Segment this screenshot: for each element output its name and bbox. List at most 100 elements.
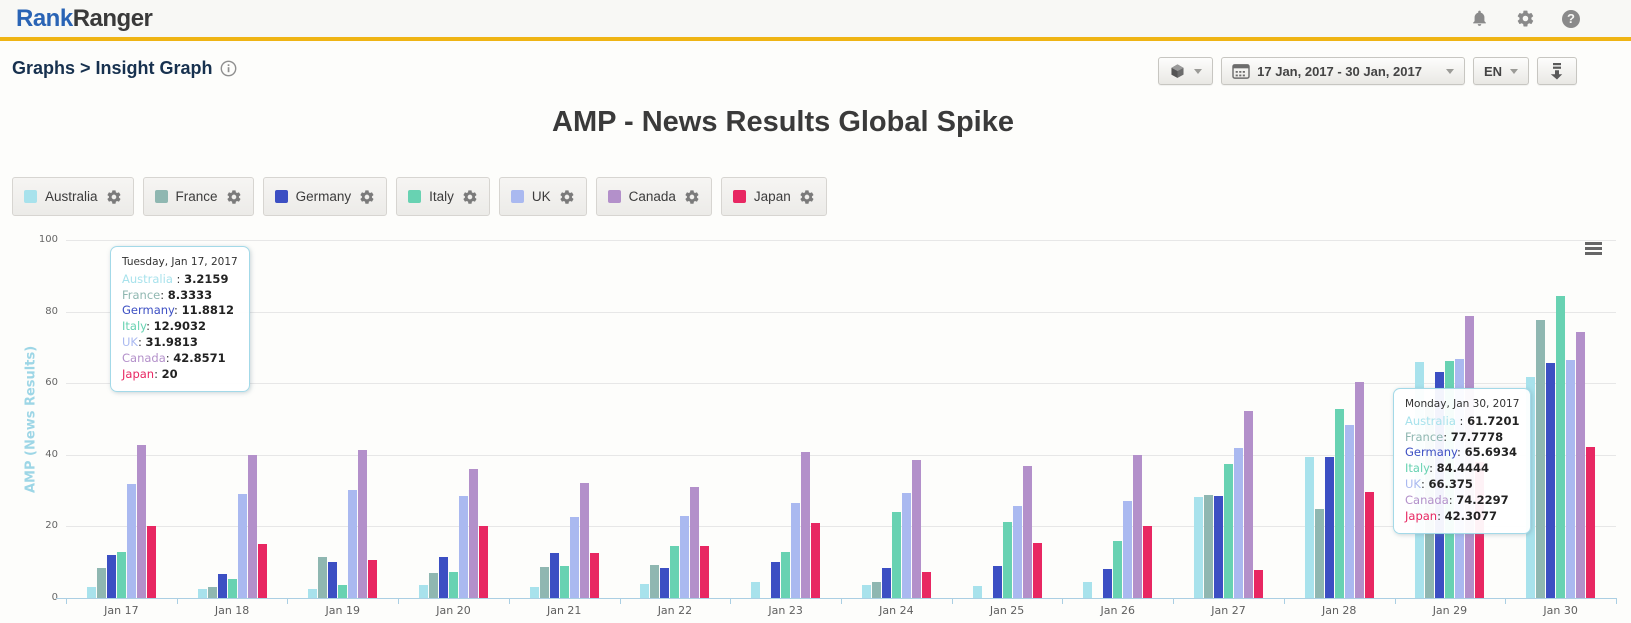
legend-item-japan[interactable]: Japan xyxy=(720,177,827,216)
legend-item-italy[interactable]: Italy xyxy=(396,177,490,216)
legend-item-germany[interactable]: Germany xyxy=(262,177,388,216)
bar-australia[interactable] xyxy=(1194,497,1203,598)
bar-uk[interactable] xyxy=(348,489,358,598)
bar-canada[interactable] xyxy=(358,450,368,598)
bar-italy[interactable] xyxy=(338,585,348,598)
breadcrumb[interactable]: Graphs > Insight Graph xyxy=(12,58,237,79)
bar-japan[interactable] xyxy=(479,526,488,598)
bar-uk[interactable] xyxy=(126,483,136,598)
bar-canada[interactable] xyxy=(579,483,589,598)
bar-uk[interactable] xyxy=(1344,424,1354,598)
bar-italy[interactable] xyxy=(449,571,458,598)
bar-france[interactable] xyxy=(429,572,438,598)
bar-australia[interactable] xyxy=(861,585,871,598)
bar-canada[interactable] xyxy=(247,454,257,598)
bar-canada[interactable] xyxy=(136,444,146,598)
bar-italy[interactable] xyxy=(1224,463,1233,598)
bar-australia[interactable] xyxy=(419,585,428,598)
bar-japan[interactable] xyxy=(811,522,821,598)
bar-france[interactable] xyxy=(207,587,217,598)
bar-germany[interactable] xyxy=(881,567,891,598)
bar-japan[interactable] xyxy=(1364,491,1374,598)
info-icon[interactable] xyxy=(220,60,237,77)
legend-item-australia[interactable]: Australia xyxy=(12,177,134,216)
logo[interactable]: RankRanger xyxy=(16,5,153,33)
bar-germany[interactable] xyxy=(771,562,781,598)
bar-canada[interactable] xyxy=(1576,332,1586,598)
bar-japan[interactable] xyxy=(146,526,156,598)
bar-canada[interactable] xyxy=(1022,466,1032,598)
language-button[interactable]: EN xyxy=(1472,57,1529,85)
download-button[interactable] xyxy=(1537,57,1577,85)
bar-italy[interactable] xyxy=(1002,522,1012,598)
bar-italy[interactable] xyxy=(670,546,680,598)
help-icon[interactable]: ? xyxy=(1561,9,1581,29)
bar-australia[interactable] xyxy=(1083,581,1093,598)
bar-japan[interactable] xyxy=(921,571,931,598)
bar-italy[interactable] xyxy=(1556,295,1566,598)
legend-item-uk[interactable]: UK xyxy=(498,177,587,216)
bar-australia[interactable] xyxy=(972,586,982,598)
bar-uk[interactable] xyxy=(791,503,801,598)
legend-item-canada[interactable]: Canada xyxy=(595,177,712,216)
bar-japan[interactable] xyxy=(1143,526,1153,598)
bar-france[interactable] xyxy=(96,568,106,598)
bar-japan[interactable] xyxy=(1254,570,1263,598)
bar-canada[interactable] xyxy=(1244,410,1253,598)
bar-germany[interactable] xyxy=(106,555,116,598)
bar-canada[interactable] xyxy=(801,451,811,598)
bar-japan[interactable] xyxy=(589,553,599,598)
gear-icon[interactable] xyxy=(359,189,375,205)
bar-germany[interactable] xyxy=(1324,456,1334,598)
bar-france[interactable] xyxy=(539,567,549,598)
bar-uk[interactable] xyxy=(569,517,579,598)
bar-italy[interactable] xyxy=(559,565,569,598)
bar-germany[interactable] xyxy=(992,565,1002,598)
bar-uk[interactable] xyxy=(680,516,690,598)
package-selector-button[interactable] xyxy=(1158,57,1214,85)
bar-germany[interactable] xyxy=(660,567,670,598)
bar-italy[interactable] xyxy=(781,552,791,598)
bell-icon[interactable] xyxy=(1469,9,1489,29)
bar-australia[interactable] xyxy=(86,586,96,598)
bar-canada[interactable] xyxy=(469,469,478,598)
bar-germany[interactable] xyxy=(217,574,227,598)
bar-japan[interactable] xyxy=(257,544,267,598)
bar-canada[interactable] xyxy=(690,487,700,598)
bar-france[interactable] xyxy=(318,556,328,598)
bar-australia[interactable] xyxy=(1304,456,1314,598)
bar-australia[interactable] xyxy=(640,584,650,598)
bar-australia[interactable] xyxy=(529,587,539,598)
bar-italy[interactable] xyxy=(116,551,126,598)
bar-japan[interactable] xyxy=(1032,542,1042,598)
bar-uk[interactable] xyxy=(459,495,468,598)
legend-item-france[interactable]: France xyxy=(142,177,254,216)
bar-germany[interactable] xyxy=(549,553,559,598)
bar-france[interactable] xyxy=(1314,508,1324,598)
bar-uk[interactable] xyxy=(1012,506,1022,598)
bar-germany[interactable] xyxy=(1103,569,1113,598)
bar-australia[interactable] xyxy=(308,589,318,598)
bar-canada[interactable] xyxy=(911,459,921,598)
bar-japan[interactable] xyxy=(1586,446,1596,598)
bar-france[interactable] xyxy=(1204,494,1213,598)
bar-australia[interactable] xyxy=(751,581,761,598)
bar-germany[interactable] xyxy=(1214,495,1223,598)
bar-canada[interactable] xyxy=(1354,381,1364,598)
bar-uk[interactable] xyxy=(1566,360,1576,598)
gear-icon[interactable] xyxy=(799,189,815,205)
bar-germany[interactable] xyxy=(328,562,338,598)
bar-france[interactable] xyxy=(650,565,660,598)
bar-italy[interactable] xyxy=(1113,540,1123,598)
bar-italy[interactable] xyxy=(227,579,237,598)
chart-menu-icon[interactable] xyxy=(1585,242,1602,257)
bar-uk[interactable] xyxy=(1123,500,1133,598)
bar-uk[interactable] xyxy=(901,492,911,598)
gear-icon[interactable] xyxy=(684,189,700,205)
bar-france[interactable] xyxy=(871,581,881,598)
bar-uk[interactable] xyxy=(237,494,247,598)
gear-icon[interactable] xyxy=(106,189,122,205)
date-range-button[interactable]: 17 Jan, 2017 - 30 Jan, 2017 xyxy=(1221,57,1465,85)
gear-icon[interactable] xyxy=(462,189,478,205)
gear-icon[interactable] xyxy=(226,189,242,205)
